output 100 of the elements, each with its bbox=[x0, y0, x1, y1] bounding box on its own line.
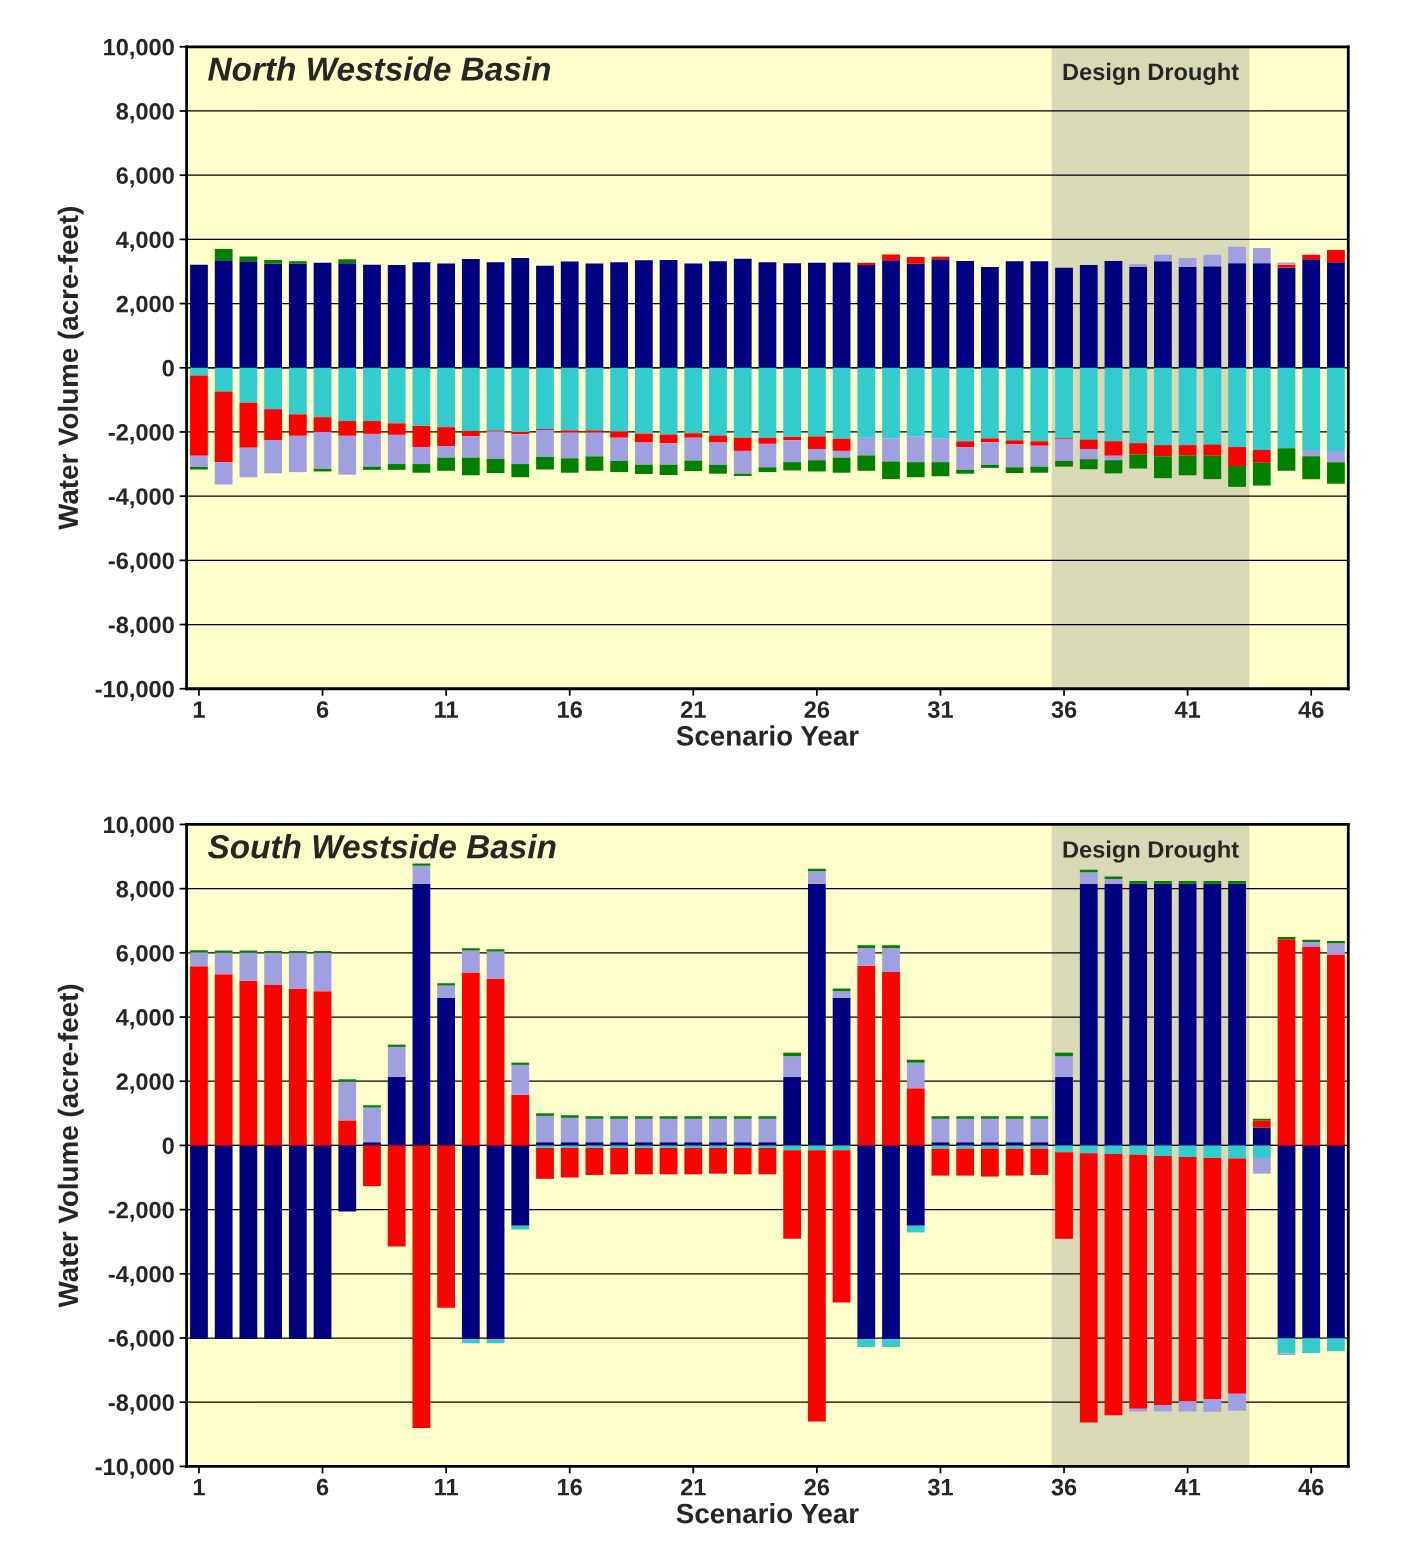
bar bbox=[338, 259, 357, 264]
bar bbox=[461, 431, 480, 437]
bar bbox=[684, 460, 703, 472]
bar bbox=[313, 417, 332, 432]
bar bbox=[758, 443, 777, 468]
x-tick-label: 36 bbox=[1051, 701, 1077, 718]
bar bbox=[684, 367, 703, 434]
bar bbox=[288, 261, 307, 264]
bar bbox=[1154, 456, 1172, 479]
bar bbox=[288, 367, 307, 415]
bar bbox=[264, 263, 283, 368]
bar bbox=[980, 1118, 999, 1143]
bar bbox=[882, 1339, 900, 1347]
bar bbox=[486, 458, 505, 474]
bar bbox=[461, 457, 480, 476]
bar bbox=[1104, 441, 1123, 456]
bar bbox=[1327, 1338, 1345, 1352]
bar bbox=[1228, 1393, 1246, 1411]
y-tick-label: 2,000 bbox=[116, 1073, 174, 1094]
bar bbox=[1154, 367, 1172, 446]
bar bbox=[1079, 1145, 1098, 1154]
bar bbox=[1030, 445, 1049, 467]
y-tick-label: -4,000 bbox=[108, 1265, 174, 1287]
y-tick-label: -10,000 bbox=[95, 680, 174, 701]
x-tick-label: 31 bbox=[927, 1478, 953, 1496]
bar bbox=[387, 434, 406, 465]
bar bbox=[1104, 876, 1123, 880]
bar bbox=[1079, 872, 1098, 884]
band-label: Design Drought bbox=[1063, 62, 1239, 85]
bar bbox=[1055, 1077, 1073, 1146]
bar bbox=[437, 427, 456, 447]
bar bbox=[1055, 267, 1073, 368]
y-axis-title: Water Volume (acre-feet) bbox=[57, 207, 84, 530]
bar bbox=[1203, 1145, 1222, 1158]
bar bbox=[684, 1118, 703, 1143]
bar bbox=[585, 263, 604, 368]
bar bbox=[239, 402, 258, 448]
bar bbox=[585, 1116, 604, 1119]
x-tick-label: 6 bbox=[316, 701, 329, 718]
bar bbox=[1203, 444, 1222, 456]
bar bbox=[264, 259, 283, 264]
bar bbox=[1228, 447, 1246, 466]
bar bbox=[807, 436, 826, 449]
bar bbox=[560, 1115, 579, 1118]
bar bbox=[709, 442, 727, 466]
bar bbox=[536, 1113, 554, 1116]
bar bbox=[214, 260, 233, 368]
bar bbox=[190, 966, 208, 1146]
bar bbox=[882, 1145, 900, 1340]
bar bbox=[387, 1145, 406, 1247]
bar bbox=[1104, 260, 1123, 368]
x-tick-label: 26 bbox=[804, 701, 830, 718]
bar bbox=[709, 1118, 727, 1143]
bar bbox=[931, 462, 950, 477]
bar bbox=[1129, 266, 1148, 368]
bar bbox=[338, 367, 357, 422]
bar bbox=[239, 447, 258, 478]
x-axis-title: Scenario Year bbox=[676, 725, 859, 746]
bar bbox=[1252, 263, 1271, 368]
bar bbox=[1154, 254, 1172, 262]
bar bbox=[585, 1118, 604, 1143]
bar bbox=[536, 430, 554, 457]
bar bbox=[1154, 1405, 1172, 1412]
bar bbox=[1154, 261, 1172, 368]
bar bbox=[1030, 441, 1049, 446]
bar bbox=[906, 1145, 925, 1226]
bar bbox=[980, 1116, 999, 1119]
bar bbox=[1129, 454, 1148, 469]
bar bbox=[857, 948, 876, 966]
x-tick-label: 46 bbox=[1298, 1478, 1324, 1496]
bar bbox=[461, 367, 480, 432]
bar bbox=[560, 432, 579, 459]
bar bbox=[486, 951, 505, 979]
bar bbox=[832, 1150, 851, 1303]
bar bbox=[684, 1148, 703, 1175]
bar bbox=[461, 950, 480, 973]
bar bbox=[536, 1115, 554, 1143]
bar bbox=[1252, 462, 1271, 486]
bar bbox=[610, 437, 629, 461]
y-tick-label: -2,000 bbox=[108, 1201, 174, 1222]
bar bbox=[882, 972, 900, 1146]
bar bbox=[190, 367, 208, 376]
bar bbox=[437, 983, 456, 986]
bar bbox=[684, 437, 703, 461]
bar bbox=[659, 1116, 678, 1119]
bar bbox=[610, 1118, 629, 1143]
y-tick-label: -6,000 bbox=[108, 552, 174, 573]
bar bbox=[1277, 1145, 1296, 1339]
y-tick-label: 0 bbox=[162, 359, 174, 377]
bar bbox=[980, 266, 999, 368]
bar bbox=[956, 1118, 975, 1143]
bar bbox=[1277, 1338, 1296, 1354]
bar bbox=[709, 1148, 727, 1174]
bar bbox=[190, 466, 208, 470]
bar bbox=[264, 439, 283, 474]
bar bbox=[1327, 450, 1345, 463]
bar bbox=[1005, 1116, 1024, 1119]
bar bbox=[1302, 254, 1321, 260]
bar bbox=[634, 442, 653, 465]
bar bbox=[956, 469, 975, 474]
